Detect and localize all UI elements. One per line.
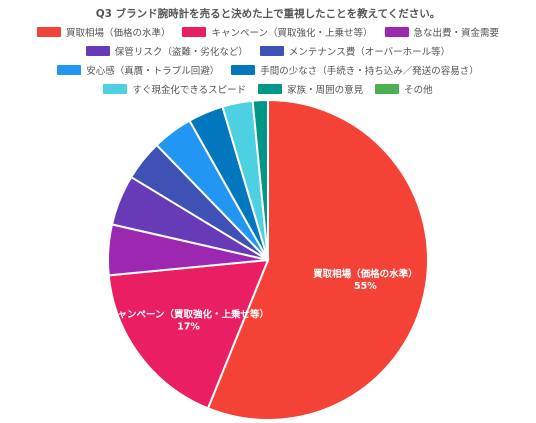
legend-label: 安心感（真贋・トラブル回避）	[86, 65, 220, 77]
legend-label: すぐ現金化できるスピード	[132, 84, 247, 96]
legend-label: キャンペーン（買取強化・上乗せ等）	[211, 27, 373, 39]
pie-slice[interactable]	[206, 98, 429, 421]
chart-title: Q3 ブランド腕時計を売ると決めた上で重視したことを教えてください。	[95, 8, 441, 20]
legend-swatch	[375, 83, 400, 94]
slice-data-label: キャンペーン（買取強化・上乗せ等）	[108, 308, 269, 320]
legend-swatch	[85, 45, 110, 56]
legend-swatch	[258, 83, 283, 94]
pie-slice[interactable]	[107, 258, 270, 410]
legend-item[interactable]: その他	[375, 82, 433, 96]
legend-row: 安心感（真贋・トラブル回避） 手間の少なさ（手続き・持ち込み／発送の容易さ）	[10, 60, 526, 79]
legend-swatch	[103, 83, 128, 94]
slice-percent-label: 55%	[354, 281, 377, 292]
legend-item[interactable]: 急な出費・資金需要	[384, 25, 500, 39]
pie-slice[interactable]	[251, 98, 269, 261]
legend-label: その他	[404, 84, 433, 96]
legend-label: 保管リスク（盗難・劣化など）	[114, 46, 248, 58]
slice-data-label: 買取相場（価格の水準）	[313, 268, 418, 280]
legend-swatch	[384, 26, 409, 37]
slice-percent-label: 17%	[177, 321, 200, 332]
legend-item[interactable]: 買取相場（価格の水準）	[36, 25, 171, 39]
legend-swatch	[182, 26, 207, 37]
legend-row: 買取相場（価格の水準） キャンペーン（買取強化・上乗せ等） 急な出費・資金需要	[10, 22, 526, 41]
legend-row: すぐ現金化できるスピード 家族・周囲の意見 その他	[10, 79, 526, 98]
legend-label: メンテナンス費（オーバーホール等）	[288, 46, 451, 58]
legend-label: 家族・周囲の意見	[287, 84, 364, 96]
legend-swatch	[231, 64, 256, 75]
legend-swatch	[259, 45, 284, 56]
legend-item[interactable]: メンテナンス費（オーバーホール等）	[259, 44, 451, 58]
legend-item[interactable]: すぐ現金化できるスピード	[103, 82, 246, 96]
legend-item[interactable]: 家族・周囲の意見	[258, 82, 363, 96]
legend-swatch	[57, 64, 82, 75]
legend-label: 買取相場（価格の水準）	[65, 27, 171, 39]
legend-item[interactable]: 保管リスク（盗難・劣化など）	[85, 44, 248, 58]
legend-item[interactable]: 手間の少なさ（手続き・持ち込み／発送の容易さ）	[231, 63, 479, 77]
legend-item[interactable]: キャンペーン（買取強化・上乗せ等）	[182, 25, 373, 39]
legend-label: 急な出費・資金需要	[413, 27, 500, 39]
legend-item[interactable]: 安心感（真贋・トラブル回避）	[57, 63, 219, 77]
legend-label: 手間の少なさ（手続き・持ち込み／発送の容易さ）	[260, 65, 479, 77]
legend-swatch	[36, 26, 61, 37]
legend-row: 保管リスク（盗難・劣化など） メンテナンス費（オーバーホール等）	[10, 41, 526, 60]
chart-legend: 買取相場（価格の水準） キャンペーン（買取強化・上乗せ等） 急な出費・資金需要 …	[10, 22, 526, 98]
